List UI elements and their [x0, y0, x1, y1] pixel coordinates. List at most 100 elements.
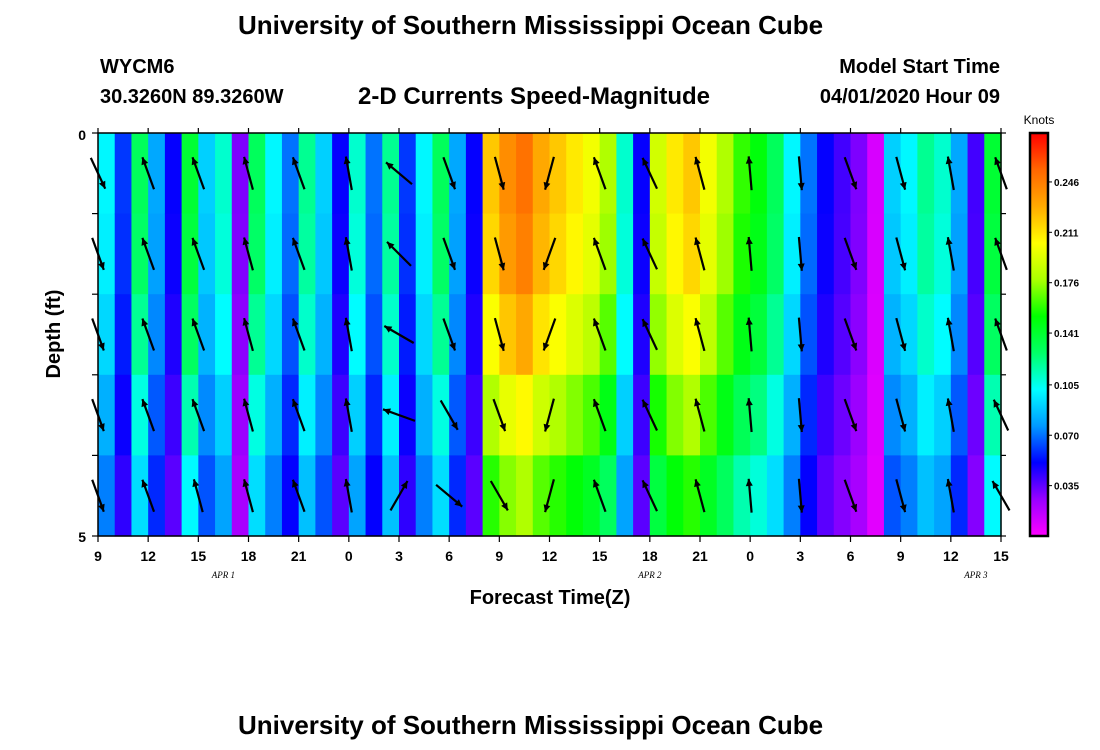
heatmap-cell	[399, 374, 417, 456]
date-label: APR 2	[637, 570, 662, 580]
current-arrowhead	[141, 157, 149, 166]
heatmap-cell	[566, 374, 584, 456]
heatmap-cell	[281, 455, 300, 537]
current-arrowhead	[343, 237, 351, 245]
heatmap-cell	[465, 213, 484, 295]
heatmap-cell	[967, 133, 985, 215]
heatmap-cell	[449, 213, 467, 295]
heatmap-cell	[399, 455, 417, 537]
heatmap-cell	[766, 213, 785, 295]
heatmap-cell	[666, 294, 684, 376]
heatmap-cell	[198, 374, 216, 456]
current-arrowhead	[386, 162, 394, 170]
heatmap-cell	[850, 294, 868, 376]
current-arrowhead	[593, 318, 600, 327]
heatmap-cell	[917, 294, 935, 376]
colorbar-tick-label: 0.176	[1054, 279, 1079, 290]
heatmap-cell	[599, 133, 617, 215]
heatmap-cell	[181, 133, 199, 215]
current-arrowhead	[454, 499, 463, 507]
heatmap-cell	[649, 374, 668, 456]
heatmap-cell	[315, 213, 333, 295]
heatmap-cell	[315, 455, 333, 537]
heatmap-cell	[265, 213, 283, 295]
heatmap-cell	[516, 213, 534, 295]
heatmap-cell	[900, 294, 918, 376]
heatmap-cell	[399, 294, 417, 376]
heatmap-cell	[666, 213, 684, 295]
current-arrowhead	[945, 156, 953, 165]
heatmap-cell	[566, 294, 584, 376]
heatmap-cell	[332, 213, 350, 295]
current-arrowhead	[400, 481, 408, 489]
heatmap-cell	[750, 455, 768, 537]
current-arrowhead	[141, 237, 149, 246]
current-arrowhead	[899, 343, 907, 351]
current-arrowhead	[694, 237, 701, 246]
current-arrowhead	[850, 261, 858, 270]
current-arrowhead	[945, 237, 953, 245]
heatmap-cell	[215, 133, 233, 215]
heatmap-cell	[148, 294, 166, 376]
footer-title: University of Southern Mississippi Ocean…	[238, 710, 824, 740]
heatmap-cell	[131, 294, 149, 376]
heatmap-cell	[549, 455, 567, 537]
heatmap-cell	[148, 213, 166, 295]
heatmap-cell	[248, 374, 266, 456]
colorbar-scale	[1028, 131, 1050, 538]
heatmap-cell	[833, 133, 852, 215]
heatmap-cell	[516, 455, 534, 537]
heatmap-cell	[114, 213, 133, 295]
chart-subtitle: 2-D Currents Speed-Magnitude	[358, 83, 711, 110]
heatmap-cell	[817, 213, 835, 295]
current-arrowhead	[850, 181, 858, 190]
heatmap-cell	[432, 374, 450, 456]
heatmap-cell	[114, 294, 133, 376]
heatmap-cell	[482, 213, 500, 295]
heatmap-cell	[332, 374, 350, 456]
heatmap-cell	[850, 455, 868, 537]
heatmap-cell	[950, 455, 969, 537]
heatmap-cell	[248, 213, 266, 295]
heatmap-cell	[750, 213, 768, 295]
heatmap-cell	[131, 455, 149, 537]
current-arrowhead	[694, 479, 701, 488]
x-tick-label: 3	[395, 548, 403, 564]
heatmap-cell	[984, 213, 1002, 295]
heatmap-cell	[98, 455, 116, 537]
current-arrowhead	[543, 181, 551, 190]
heatmap-cell	[633, 294, 651, 376]
heatmap-cell	[332, 455, 350, 537]
heatmap-cell	[198, 455, 216, 537]
heatmap-cell	[164, 455, 183, 537]
x-tick-label: 12	[140, 548, 156, 564]
heatmap-cell	[348, 294, 367, 376]
heatmap-cell	[465, 374, 484, 456]
heatmap-cell	[783, 294, 801, 376]
heatmap-cell	[649, 133, 668, 215]
heatmap-cell	[683, 374, 701, 456]
heatmap-cell	[348, 133, 367, 215]
date-label: APR 3	[963, 570, 988, 580]
heatmap-cell	[716, 374, 735, 456]
heatmap-cell	[248, 455, 266, 537]
current-arrowhead	[993, 399, 1000, 408]
current-arrowhead	[343, 398, 351, 407]
heatmap-cell	[465, 294, 484, 376]
heatmap-cell	[984, 455, 1002, 537]
heatmap-cell	[582, 374, 601, 456]
heatmap-cell	[482, 133, 500, 215]
current-arrows	[89, 156, 1011, 513]
current-arrowhead	[98, 423, 105, 432]
current-arrowhead	[593, 237, 600, 246]
current-arrowhead	[141, 479, 149, 488]
heatmap-cell	[599, 455, 617, 537]
colorbar-tick-label: 0.105	[1054, 381, 1079, 392]
heatmap-cell	[850, 133, 868, 215]
heatmap-cell	[817, 455, 835, 537]
current-arrowhead	[745, 398, 753, 406]
heatmap-cell	[984, 374, 1002, 456]
current-arrowhead	[642, 157, 649, 166]
heatmap-cell	[231, 374, 250, 456]
x-tick-label: 18	[241, 548, 257, 564]
